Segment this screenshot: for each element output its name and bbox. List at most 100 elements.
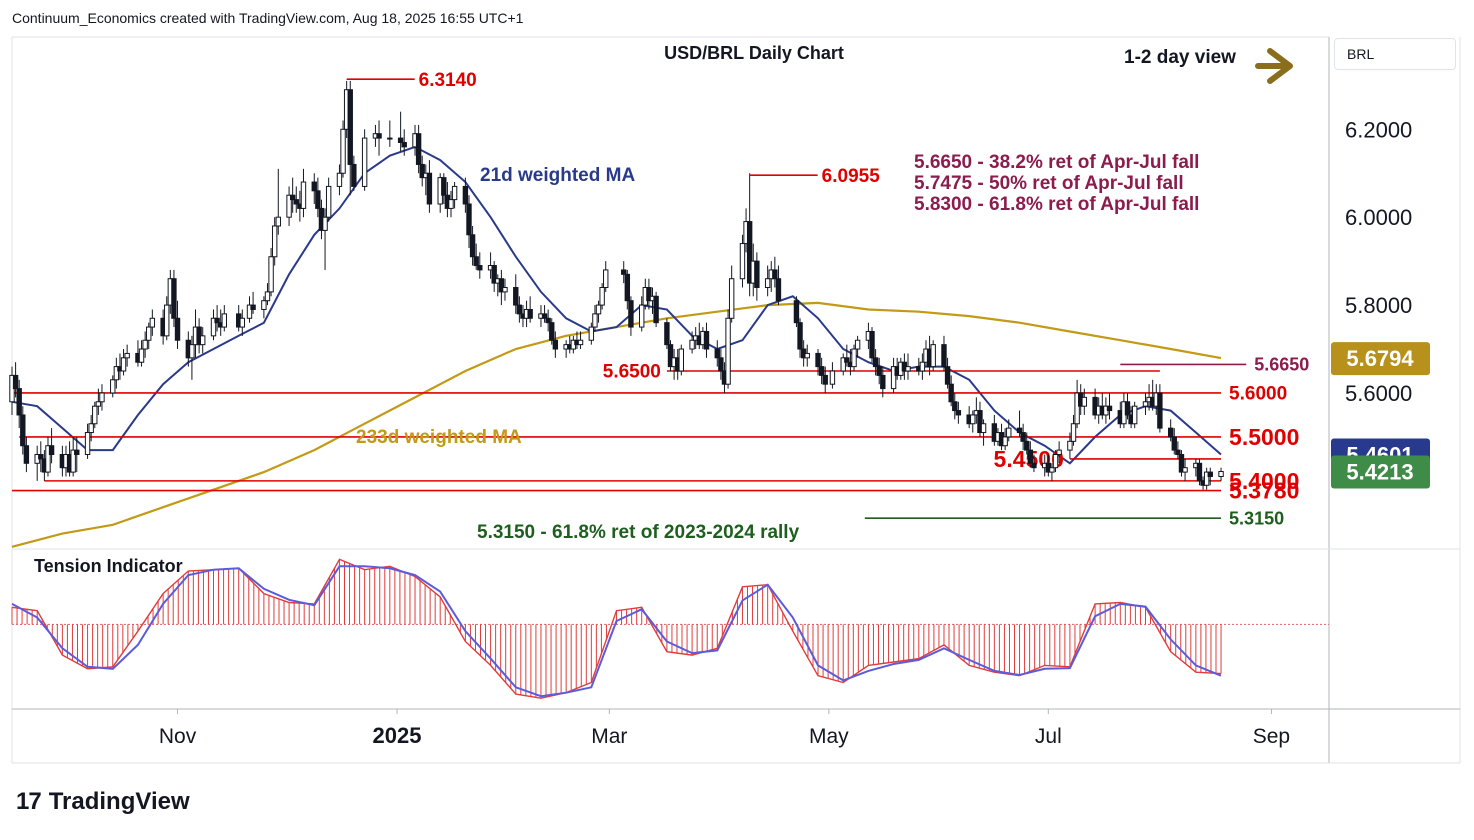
candle (628, 296, 634, 336)
symbol-label[interactable]: BRL (1334, 38, 1456, 70)
candle (426, 160, 433, 213)
candle-body (804, 352, 810, 359)
candle-body (419, 163, 425, 179)
y-tick-label: 6.0000 (1345, 205, 1412, 230)
candle (286, 186, 292, 226)
candle-body (595, 304, 602, 315)
candle-body (577, 339, 584, 346)
tradingview-logo[interactable]: 17 TradingView (16, 788, 190, 816)
candle (387, 120, 393, 147)
candle (955, 401, 962, 424)
candle (703, 322, 710, 358)
candle-body (124, 352, 130, 359)
candle (1002, 428, 1008, 451)
candle (844, 344, 850, 367)
candle-body (1002, 436, 1008, 447)
candle-body (466, 203, 472, 236)
candle (804, 344, 810, 367)
candle (980, 419, 987, 446)
candle-body (541, 313, 548, 319)
level-label: 5.5000 (1229, 424, 1299, 450)
candle (311, 173, 317, 205)
candle-body (84, 432, 91, 456)
candle-body (725, 317, 731, 385)
candle-body (250, 304, 256, 310)
candle-body (1207, 471, 1213, 477)
candle-body (905, 366, 911, 372)
candle-body (772, 269, 778, 280)
candle (124, 344, 130, 367)
candle-body (448, 199, 454, 209)
candle-body (1016, 427, 1023, 434)
candle-body (361, 137, 368, 187)
candle-body (498, 278, 505, 293)
candle (876, 357, 882, 385)
candle (1175, 441, 1181, 459)
candle (221, 305, 228, 332)
price-badge-bg (1331, 455, 1430, 489)
candle-body (20, 414, 26, 447)
candle-body (764, 278, 771, 289)
candle (775, 265, 782, 306)
candle-body (376, 133, 382, 139)
candle-body (221, 313, 228, 328)
candle-body (210, 317, 217, 337)
candle (268, 247, 274, 297)
candle-body (527, 308, 533, 319)
candle-body (628, 300, 634, 328)
candle-body (872, 357, 879, 368)
candle (498, 269, 505, 306)
candle-body (1175, 449, 1181, 456)
candle-body (271, 225, 278, 258)
candle-body (876, 366, 882, 376)
candle-body (1182, 467, 1188, 473)
level-label: 5.4000 (1229, 468, 1299, 494)
candle (1016, 410, 1023, 437)
x-tick-label: Sep (1253, 725, 1290, 748)
candle (545, 309, 551, 332)
candle (872, 349, 879, 376)
tension-signal-line (11, 565, 1222, 698)
x-tick-label: Nov (159, 725, 197, 748)
candle (88, 414, 94, 442)
candle (347, 80, 353, 196)
candle-body (264, 291, 271, 302)
candle-body (797, 322, 803, 350)
candle (516, 296, 523, 323)
candle-body (451, 185, 458, 201)
candle (1024, 432, 1030, 455)
candle (739, 234, 746, 288)
candle (164, 296, 170, 341)
candle (1196, 458, 1203, 486)
candle-body (930, 344, 936, 368)
x-tick-label: Jul (1035, 725, 1062, 748)
candle-body (1171, 436, 1177, 451)
candle (325, 177, 332, 222)
candle (261, 296, 267, 319)
candle (171, 269, 177, 328)
price-badge: 5.6794 (1331, 342, 1430, 376)
candle (469, 225, 476, 266)
candle (289, 177, 296, 213)
candle (200, 327, 206, 354)
candle-body (592, 313, 598, 328)
candle (764, 265, 771, 297)
candle-body (401, 141, 407, 148)
candle-body (948, 383, 954, 403)
candle-body (74, 449, 80, 456)
level-label: 5.6000 (1229, 384, 1287, 405)
candle (948, 375, 954, 407)
candle (189, 335, 195, 380)
candle-body (426, 172, 433, 205)
candle (952, 392, 958, 420)
candle (754, 252, 760, 301)
candle (92, 401, 98, 429)
candle-body (340, 128, 346, 174)
candle-body (980, 423, 987, 434)
candle (110, 375, 116, 398)
candle-body (214, 317, 220, 324)
candle (599, 283, 605, 310)
candle (174, 300, 181, 350)
candle (818, 357, 825, 385)
